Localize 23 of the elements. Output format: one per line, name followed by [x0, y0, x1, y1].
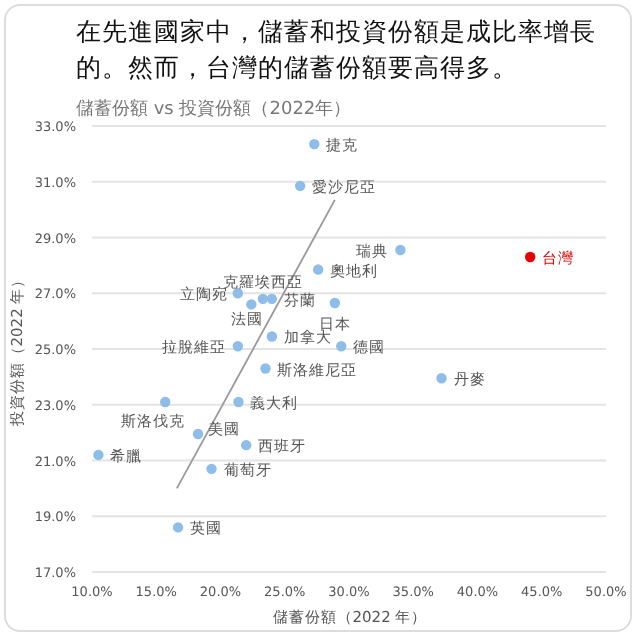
point: [192, 428, 204, 440]
point: [260, 363, 271, 374]
point: [93, 449, 104, 461]
point: [206, 463, 217, 475]
point: [172, 522, 184, 533]
point: [160, 396, 171, 408]
chart-subtitle: 儲蓄份額 vs 投資份額（2022年）: [76, 97, 352, 122]
point: [233, 396, 244, 408]
point: [246, 299, 257, 310]
point: [395, 244, 406, 256]
point: [309, 138, 320, 150]
point: [257, 293, 269, 305]
chart-title: 在先進國家中，儲蓄和投資份額是成比率增長的。然而，台灣的儲蓄份額要高得多。: [76, 14, 598, 86]
point: [266, 331, 278, 342]
point: [266, 293, 278, 305]
point: [524, 251, 536, 263]
point: [294, 180, 306, 192]
point: [312, 264, 324, 275]
point: [241, 439, 252, 451]
point: [329, 297, 341, 309]
point: [232, 341, 244, 352]
point: [336, 341, 347, 352]
point: [436, 373, 447, 384]
